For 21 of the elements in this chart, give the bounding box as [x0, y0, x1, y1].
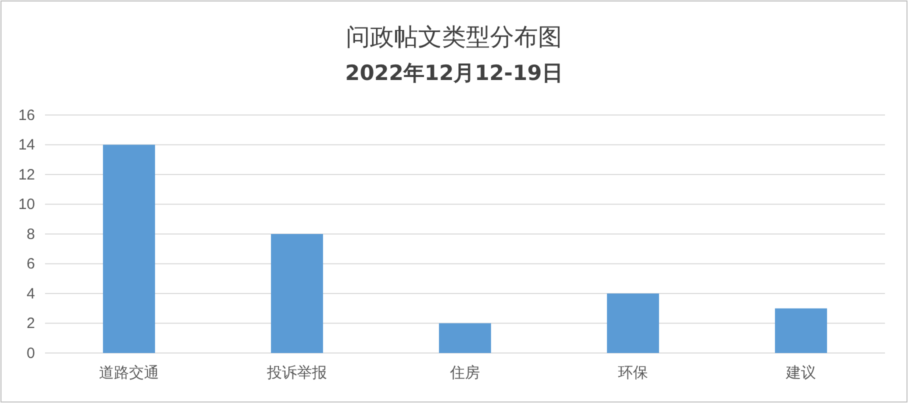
y-tick-label: 4	[26, 285, 35, 302]
x-tick-label: 道路交通	[99, 364, 159, 382]
bar	[606, 294, 660, 353]
bar	[270, 234, 324, 353]
y-tick-label: 16	[18, 106, 35, 124]
x-tick-label: 住房	[449, 364, 480, 382]
bar	[438, 323, 492, 353]
y-tick-label: 10	[18, 196, 35, 214]
y-tick-label: 0	[26, 344, 35, 362]
chart-title: 问政帖文类型分布图	[346, 23, 562, 51]
bar	[102, 144, 156, 353]
x-tick-label: 投诉举报	[266, 364, 327, 382]
y-tick-label: 12	[18, 166, 35, 184]
bar	[774, 308, 828, 353]
y-tick-label: 6	[26, 256, 35, 273]
chart-subtitle: 2022年12月12-19日	[345, 61, 563, 85]
y-tick-label: 14	[18, 136, 35, 154]
y-tick-label: 8	[26, 226, 35, 243]
x-tick-label: 建议	[785, 364, 816, 382]
x-tick-label: 环保	[618, 364, 648, 382]
y-tick-label: 2	[26, 315, 35, 332]
